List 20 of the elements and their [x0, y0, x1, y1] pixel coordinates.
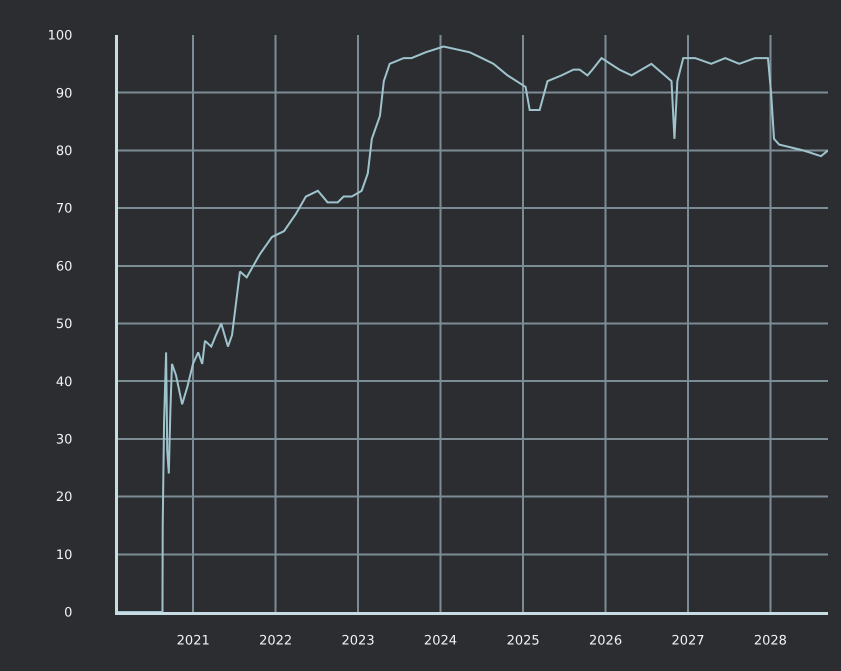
y-tick-label: 0 [64, 606, 72, 621]
y-tick-label: 50 [56, 317, 72, 332]
line-series [118, 46, 828, 612]
x-tick-label: 2027 [671, 634, 705, 649]
x-tick-label: 2028 [754, 634, 787, 649]
y-tick-label: 80 [56, 144, 72, 159]
x-tick-label: 2022 [259, 634, 292, 649]
y-tick-label: 90 [56, 86, 72, 102]
x-tick-label: 2026 [589, 634, 622, 649]
x-tick-label: 2025 [506, 634, 540, 649]
y-tick-label: 20 [56, 490, 72, 506]
y-tick-label: 40 [56, 374, 72, 390]
y-tick-label: 30 [56, 432, 72, 448]
y-tick-label: 10 [56, 548, 72, 563]
x-tick-label: 2023 [342, 634, 375, 649]
y-tick-label: 70 [56, 202, 72, 217]
x-tick-label: 2021 [176, 634, 210, 649]
y-tick-label: 100 [48, 28, 72, 44]
y-tick-label: 60 [56, 259, 72, 274]
x-tick-label: 2024 [424, 634, 458, 649]
